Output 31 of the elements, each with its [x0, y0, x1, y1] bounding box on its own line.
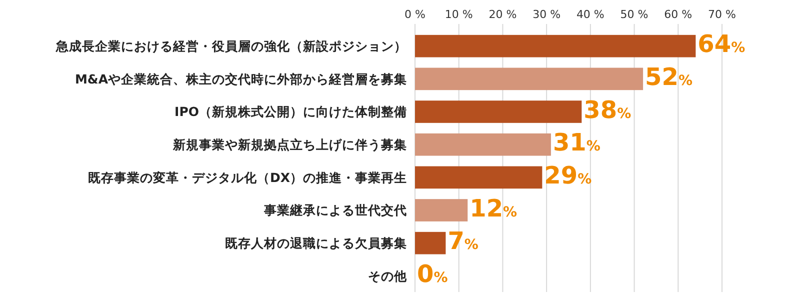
- data-label: 64%: [698, 30, 746, 58]
- bar: [415, 166, 542, 189]
- x-tick-label: 20 %: [488, 8, 517, 21]
- x-tick-label: 30 %: [532, 8, 561, 21]
- x-tick-label: 0 %: [404, 8, 426, 21]
- x-tick-label: 40 %: [576, 8, 604, 21]
- y-tick-label: 事業継承による世代交代: [263, 202, 407, 218]
- y-tick-label: その他: [368, 268, 408, 284]
- data-label: 38%: [584, 96, 632, 124]
- x-tick-label: 70 %: [708, 8, 736, 21]
- y-tick-label: 既存人材の退職による欠員募集: [225, 235, 407, 250]
- data-label: 0%: [417, 260, 448, 288]
- data-label: 52%: [645, 63, 692, 91]
- x-tick-label: 50 %: [620, 8, 648, 21]
- y-tick-label: 既存事業の変革・デジタル化（DX）の推進・事業再生: [88, 170, 407, 185]
- data-label: 31%: [552, 128, 600, 157]
- data-label: 29%: [544, 161, 592, 190]
- x-tick-label: 60 %: [664, 8, 692, 21]
- x-tick-label: 10 %: [444, 8, 473, 21]
- bar: [415, 232, 446, 254]
- y-tick-label: 新規事業や新規拠点立ち上げに伴う募集: [172, 136, 407, 152]
- y-tick-label: 急成長企業における経営・役員層の強化（新設ポジション）: [55, 38, 407, 54]
- bar: [415, 133, 551, 156]
- bar: [415, 34, 696, 58]
- data-label: 12%: [470, 194, 518, 222]
- y-tick-label: IPO（新規株式公開）に向けた体制整備: [174, 104, 407, 120]
- y-tick-label: M&Aや企業統合、株主の交代時に外部から経営層を募集: [74, 71, 407, 86]
- data-label: 7%: [448, 227, 478, 256]
- bar: [415, 68, 644, 90]
- bar: [415, 100, 582, 123]
- bar: [415, 199, 468, 222]
